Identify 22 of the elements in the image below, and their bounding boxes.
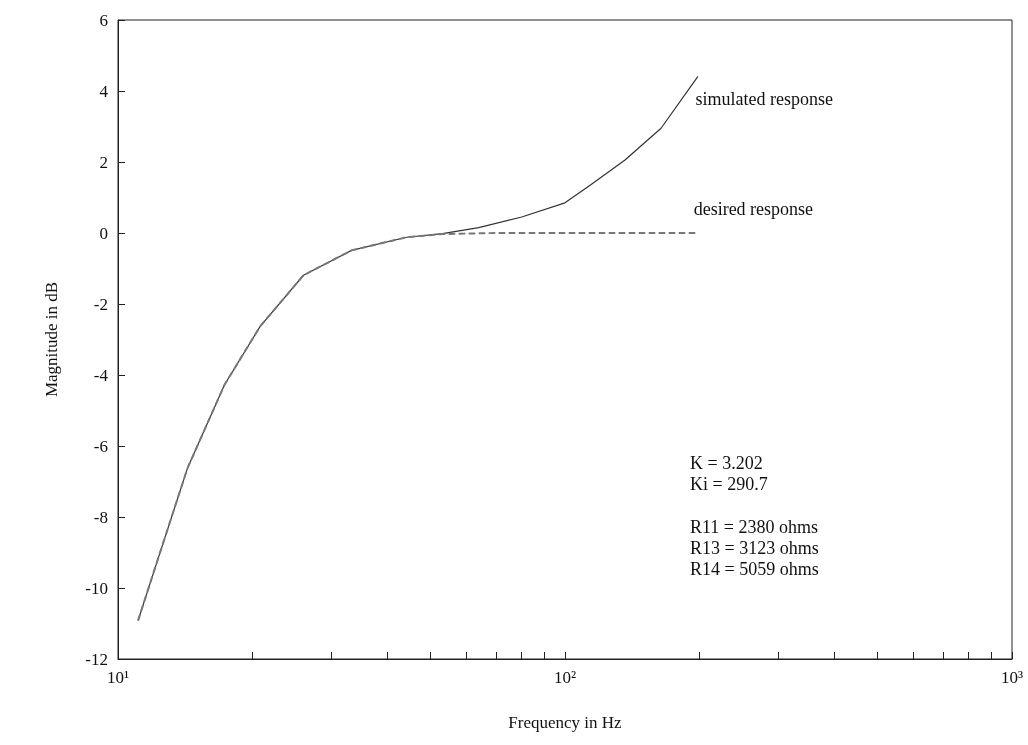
y-axis-title: Magnitude in dB — [42, 281, 61, 398]
y-tick-label: 6 — [99, 10, 108, 30]
annotation: R11 = 2380 ohms — [690, 517, 818, 537]
y-tick-label: -6 — [93, 436, 108, 456]
annotation: R14 = 5059 ohms — [690, 559, 819, 579]
y-tick-label: 0 — [99, 223, 108, 243]
x-tick-label: 10³ — [1000, 668, 1024, 687]
annotation: R13 = 3123 ohms — [690, 538, 819, 558]
annotation: Ki = 290.7 — [690, 474, 768, 494]
series-label: desired response — [693, 199, 814, 219]
y-tick-label: -12 — [85, 649, 108, 669]
y-tick-label: -4 — [93, 365, 109, 385]
y-tick-label: 2 — [99, 152, 108, 172]
x-tick-label: 10² — [553, 668, 577, 687]
y-tick-label: -2 — [93, 294, 108, 314]
annotation: K = 3.202 — [690, 453, 763, 473]
x-axis-title: Frequency in Hz — [508, 713, 623, 732]
series-label: simulated response — [695, 88, 834, 109]
y-tick-label: -8 — [93, 507, 108, 527]
y-tick-label: -10 — [85, 578, 108, 598]
y-tick-label: 4 — [99, 81, 109, 101]
x-tick-label: 10¹ — [106, 668, 130, 687]
